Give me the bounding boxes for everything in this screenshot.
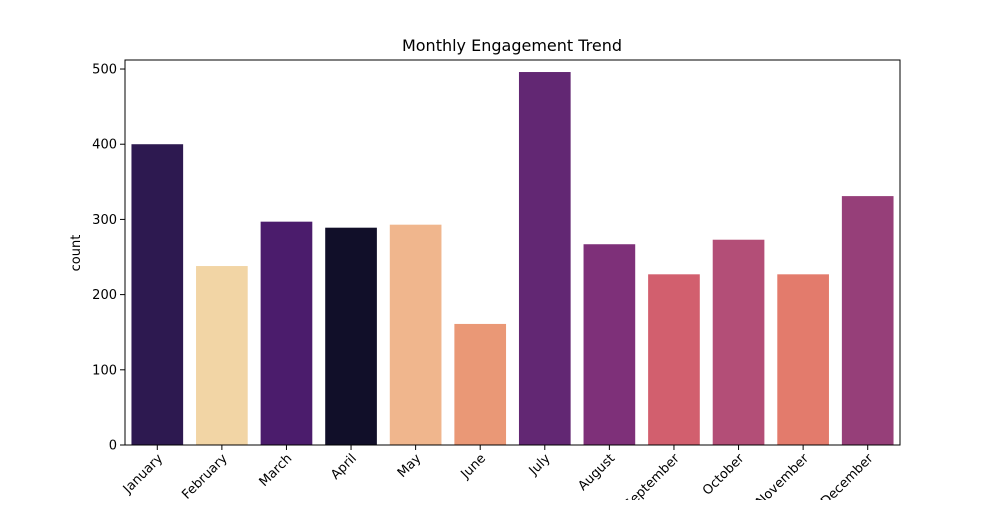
y-tick-label: 100 [92, 363, 117, 378]
chart-title: Monthly Engagement Trend [402, 36, 622, 55]
y-tick-label: 200 [92, 288, 117, 303]
y-tick-label: 300 [92, 213, 117, 228]
y-tick-label: 0 [109, 439, 117, 454]
x-tick-label: September [621, 451, 683, 500]
x-tick-label: June [458, 451, 489, 482]
bar-november [777, 274, 829, 445]
x-tick-label: January [120, 451, 166, 497]
bar-december [841, 196, 894, 445]
bar-october [712, 239, 765, 445]
y-tick-label: 400 [92, 138, 117, 153]
x-tick-label: May [395, 451, 425, 481]
x-tick-label: November [754, 451, 813, 500]
bar-may [389, 224, 442, 445]
plot-frame [124, 59, 901, 446]
x-tick-label: August [575, 451, 618, 494]
x-tick-label: April [328, 451, 360, 483]
x-tick-label: February [179, 451, 231, 500]
bar-april [325, 227, 377, 445]
x-tick-label: March [257, 451, 296, 490]
bar-march [260, 221, 313, 445]
bar-january [131, 144, 184, 445]
bar-february [196, 266, 248, 445]
bar-july [518, 72, 571, 445]
y-axis-label: count [69, 235, 84, 272]
x-tick-label: December [818, 451, 877, 500]
bar-september [648, 274, 700, 445]
bar-june [454, 323, 507, 445]
bar-august [583, 244, 636, 445]
x-tick-label: October [700, 451, 748, 499]
x-tick-label: July [526, 451, 554, 479]
y-tick-label: 500 [92, 63, 117, 78]
plot-area: 0 100 200 300 400 500 January February March Apri… [92, 59, 901, 505]
